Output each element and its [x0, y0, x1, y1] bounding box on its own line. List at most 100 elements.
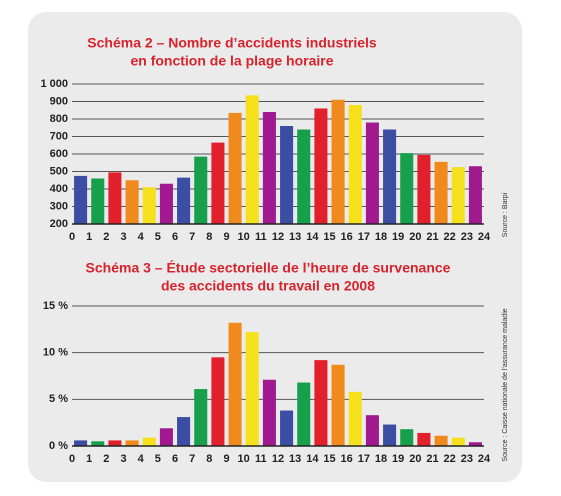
- bar: [314, 108, 328, 224]
- chart-title: Schéma 3 – Étude sectorielle de l’heure …: [86, 260, 451, 276]
- bar: [211, 357, 225, 446]
- x-tick-label: 16: [341, 231, 353, 243]
- bar: [91, 441, 105, 446]
- y-tick-label: 500: [50, 165, 68, 177]
- bar: [228, 112, 242, 224]
- bar: [348, 391, 362, 446]
- x-tick-label: 8: [206, 453, 212, 465]
- source-note: Source : Barpi: [502, 192, 509, 237]
- x-tick-label: 15: [323, 453, 335, 465]
- y-tick-label: 700: [50, 130, 68, 142]
- x-tick-label: 18: [375, 231, 387, 243]
- bar: [245, 95, 259, 224]
- bar: [417, 154, 431, 224]
- y-tick-label: 1 000: [40, 78, 68, 90]
- panel: [28, 12, 522, 482]
- bar: [194, 156, 208, 224]
- bar: [297, 382, 311, 446]
- bar: [91, 178, 105, 224]
- x-tick-label: 24: [478, 231, 491, 243]
- x-tick-label: 21: [426, 453, 438, 465]
- chart-title: des accidents du travail en 2008: [161, 278, 375, 294]
- x-tick-label: 2: [103, 453, 109, 465]
- x-tick-label: 19: [392, 453, 404, 465]
- x-tick-label: 4: [138, 231, 145, 243]
- x-tick-label: 22: [444, 453, 456, 465]
- x-tick-label: 12: [272, 231, 284, 243]
- y-tick-label: 200: [50, 218, 68, 230]
- bar: [108, 172, 122, 224]
- bar: [74, 175, 88, 224]
- y-tick-label: 300: [50, 200, 68, 212]
- bar: [177, 417, 191, 446]
- bar: [331, 364, 345, 446]
- x-tick-label: 1: [86, 453, 92, 465]
- bar: [400, 153, 414, 224]
- x-tick-label: 13: [289, 231, 301, 243]
- bar: [159, 183, 173, 224]
- bar: [331, 99, 345, 224]
- x-tick-label: 19: [392, 231, 404, 243]
- x-tick-label: 2: [103, 231, 109, 243]
- bar: [468, 166, 482, 224]
- bar: [383, 424, 397, 446]
- chart-title: Schéma 2 – Nombre d’accidents industriel…: [87, 35, 377, 51]
- bar: [280, 410, 294, 446]
- x-tick-label: 23: [461, 453, 473, 465]
- x-tick-label: 10: [238, 453, 250, 465]
- bar: [262, 379, 276, 446]
- x-tick-label: 15: [323, 231, 335, 243]
- x-tick-label: 10: [238, 231, 250, 243]
- x-tick-label: 6: [172, 231, 178, 243]
- x-tick-label: 9: [223, 453, 229, 465]
- x-tick-label: 17: [358, 231, 370, 243]
- bar: [434, 161, 448, 224]
- bar: [245, 332, 259, 446]
- y-tick-label: 900: [50, 95, 68, 107]
- bar: [211, 142, 225, 224]
- bar: [451, 437, 465, 446]
- x-tick-label: 11: [255, 231, 267, 243]
- x-tick-label: 7: [189, 231, 195, 243]
- bar: [108, 440, 122, 446]
- y-tick-label: 400: [50, 183, 68, 195]
- x-tick-label: 5: [155, 231, 161, 243]
- bar: [159, 428, 173, 446]
- x-tick-label: 14: [306, 453, 319, 465]
- bar: [228, 322, 242, 446]
- x-tick-label: 0: [69, 453, 75, 465]
- bar: [365, 122, 379, 224]
- bar: [348, 105, 362, 224]
- x-tick-label: 16: [341, 453, 353, 465]
- bar: [125, 180, 139, 224]
- source-note: Source : Caisse nationale de l’assurance…: [502, 308, 509, 461]
- x-tick-label: 4: [138, 453, 145, 465]
- bar: [468, 442, 482, 446]
- bar: [74, 440, 88, 446]
- x-tick-label: 3: [120, 231, 126, 243]
- x-tick-label: 22: [444, 231, 456, 243]
- x-tick-label: 5: [155, 453, 161, 465]
- x-tick-label: 20: [409, 231, 421, 243]
- bar: [142, 187, 156, 224]
- bar: [262, 112, 276, 224]
- y-tick-label: 800: [50, 113, 68, 125]
- bar: [194, 389, 208, 446]
- bar: [142, 437, 156, 446]
- bar: [400, 429, 414, 446]
- x-tick-label: 14: [306, 231, 319, 243]
- y-tick-label: 600: [50, 148, 68, 160]
- x-tick-label: 13: [289, 453, 301, 465]
- bar: [434, 435, 448, 446]
- x-tick-label: 24: [478, 453, 491, 465]
- bar: [383, 129, 397, 224]
- bar: [314, 360, 328, 446]
- x-tick-label: 21: [426, 231, 438, 243]
- x-tick-label: 1: [86, 231, 92, 243]
- bar: [417, 432, 431, 446]
- bar: [177, 177, 191, 224]
- bar: [365, 415, 379, 446]
- x-tick-label: 18: [375, 453, 387, 465]
